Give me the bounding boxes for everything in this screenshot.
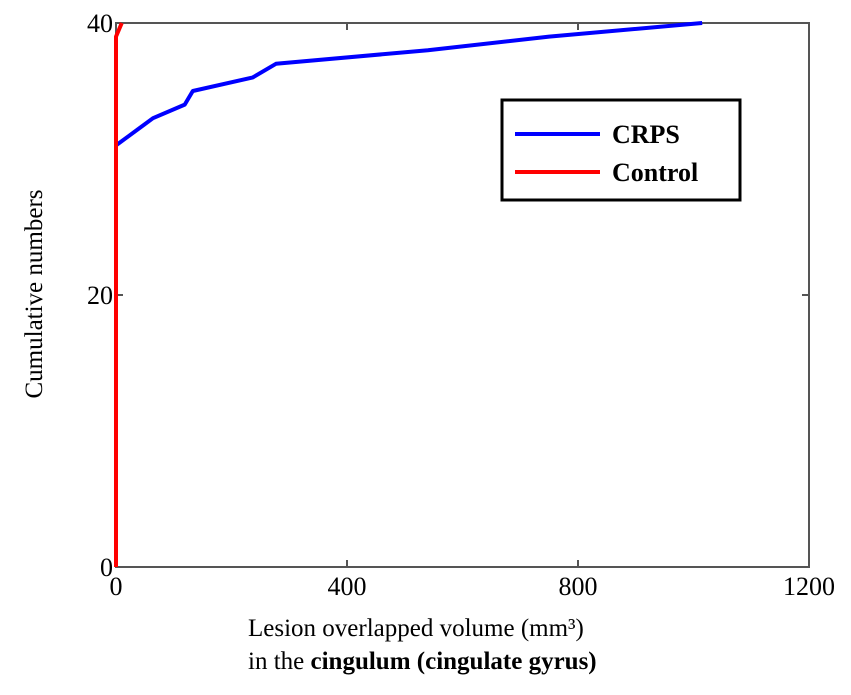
x-axis-label-line1: Lesion overlapped volume (mm³) (248, 615, 584, 642)
x-axis-label-bold: cingulum (cingulate gyrus) (310, 648, 597, 675)
y-axis-label: Cumulative numbers (21, 189, 48, 399)
y-tick-label: 20 (87, 281, 113, 310)
series-line-crps (114, 21, 703, 148)
legend-label-crps: CRPS (612, 120, 680, 149)
legend-label-control: Control (612, 158, 698, 187)
series-line-control (114, 22, 124, 567)
y-tick-label: 0 (100, 553, 113, 582)
x-axis-label-line2: in the cingulum (cingulate gyrus) (248, 648, 597, 676)
x-axis-label-prefix: in the (248, 648, 311, 675)
x-tick-label: 400 (328, 572, 367, 601)
x-tick-label: 800 (559, 572, 598, 601)
y-tick-label: 40 (87, 9, 113, 38)
legend-box (500, 98, 742, 202)
x-tick-label: 1200 (783, 572, 835, 601)
x-tick-label: 0 (110, 572, 123, 601)
